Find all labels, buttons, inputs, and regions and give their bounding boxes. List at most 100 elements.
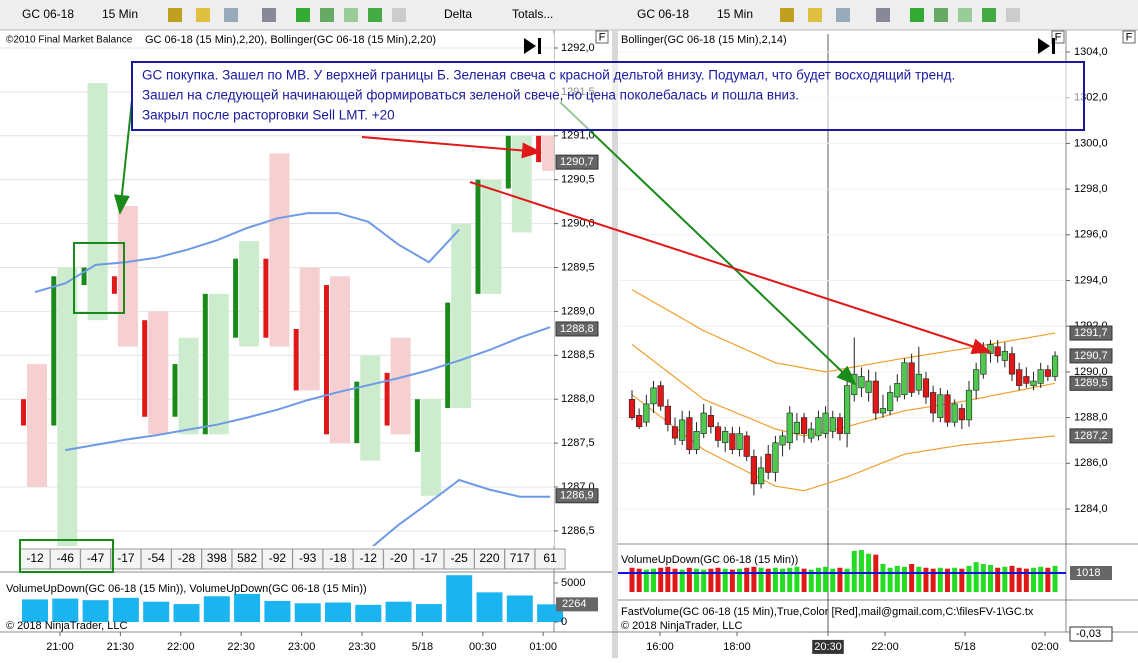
volume-bar xyxy=(758,567,764,592)
panel-flag-box[interactable] xyxy=(1122,30,1136,44)
volume-bar xyxy=(787,567,793,592)
tool-icon[interactable] xyxy=(780,8,794,22)
tool-icon[interactable] xyxy=(344,8,358,22)
delta-value: -47 xyxy=(87,551,105,565)
panel-flag-box[interactable] xyxy=(595,30,609,44)
volume-bar xyxy=(651,568,657,592)
panel-title: FastVolume(GC 06-18 (15 Min),True,Color … xyxy=(621,606,1034,618)
tool-icon[interactable] xyxy=(958,8,972,22)
footprint-cell xyxy=(299,267,320,391)
tool-icon[interactable] xyxy=(934,8,948,22)
volume-bar xyxy=(880,564,886,592)
delta-value: -20 xyxy=(390,551,408,565)
tool-icon[interactable] xyxy=(1006,8,1020,22)
panel-flag[interactable]: F xyxy=(1055,31,1062,43)
y-tick-label: 1304,0 xyxy=(1074,46,1108,58)
price-marker xyxy=(555,321,599,337)
candle-body xyxy=(51,276,57,426)
candle-body xyxy=(233,258,239,338)
footprint-cell xyxy=(511,135,532,233)
volume-bar xyxy=(629,567,635,592)
candle-body xyxy=(808,428,815,439)
x-tick-label: 21:00 xyxy=(46,641,74,653)
candle-body xyxy=(714,426,722,441)
bollinger-line xyxy=(631,289,1056,373)
candle-body xyxy=(293,328,299,391)
candle-body xyxy=(536,135,542,163)
candle-body xyxy=(650,387,657,405)
y-tick-label: 1290,0 xyxy=(1074,366,1108,378)
arrow xyxy=(469,181,992,355)
volume-bar xyxy=(506,595,533,622)
price-marker-label: 1286,9 xyxy=(560,490,594,502)
candle-body xyxy=(263,258,269,338)
tool-icon[interactable] xyxy=(196,8,210,22)
delta-value: 61 xyxy=(543,551,557,565)
candle-body xyxy=(142,320,148,417)
candle-body xyxy=(815,417,822,437)
tool-icon[interactable] xyxy=(808,8,822,22)
candle-body xyxy=(1044,369,1051,377)
interval[interactable]: 15 Min xyxy=(102,7,138,21)
splitter[interactable] xyxy=(612,30,618,658)
candle-body xyxy=(445,302,451,408)
candle-body xyxy=(21,399,26,426)
candle-body xyxy=(750,456,757,485)
volume-bar xyxy=(112,597,139,622)
price-marker-label: 1018 xyxy=(1076,567,1100,579)
candle-body xyxy=(843,385,851,434)
tool-icon[interactable] xyxy=(836,8,850,22)
tool-icon[interactable] xyxy=(982,8,996,22)
candle-body xyxy=(1030,380,1037,386)
candle-body xyxy=(894,383,901,398)
tool-icon[interactable] xyxy=(296,8,310,22)
price-marker-label: 2264 xyxy=(562,598,586,610)
volume-bar xyxy=(715,567,721,592)
y-tick-label: 1300,0 xyxy=(1074,137,1108,149)
panel-title: VolumeUpDown(GC 06-18 (15 Min)) xyxy=(621,554,798,566)
y-tick-label: 5000 xyxy=(561,577,585,589)
arrow xyxy=(559,101,857,386)
footprint-cell xyxy=(239,241,260,347)
volume-bar xyxy=(385,601,412,622)
volume-bar xyxy=(780,568,786,592)
panel-flag[interactable]: F xyxy=(1126,31,1133,43)
overlay: F F F ©2010 Final Market Balance GC 06-1… xyxy=(6,30,1136,573)
delta-value: -93 xyxy=(299,551,317,565)
tool-icon[interactable] xyxy=(224,8,238,22)
y-tick-label: 1288,5 xyxy=(561,349,595,361)
price-marker-label: 1288,8 xyxy=(560,323,594,335)
instrument[interactable]: GC 06-18 xyxy=(637,7,689,21)
instrument[interactable]: GC 06-18 xyxy=(22,7,74,21)
tool-icon[interactable] xyxy=(910,8,924,22)
tool-icon[interactable] xyxy=(168,8,182,22)
y-tick-label: 1287,5 xyxy=(561,437,595,449)
chart-title: Bollinger(GC 06-18 (15 Min),2,14) xyxy=(621,34,787,46)
annotation: GC покупка. Зашел по MB. У верхней грани… xyxy=(131,61,1085,131)
candle-body xyxy=(865,380,872,393)
delta-value: -25 xyxy=(451,551,469,565)
scroll-end-icon[interactable] xyxy=(1038,38,1055,54)
candle-body xyxy=(973,369,980,391)
tool-icon[interactable] xyxy=(876,8,890,22)
mode[interactable]: Totals... xyxy=(512,7,553,21)
candle-body xyxy=(679,419,686,441)
tool-icon[interactable] xyxy=(262,8,276,22)
scroll-end-icon[interactable] xyxy=(524,38,541,54)
bollinger-line xyxy=(631,394,1056,492)
interval[interactable]: 15 Min xyxy=(717,7,753,21)
panel-flag[interactable]: F xyxy=(599,31,606,43)
study[interactable]: Delta xyxy=(444,7,472,21)
volume-bar xyxy=(995,567,1001,592)
candle-body xyxy=(414,399,420,452)
volume-bar xyxy=(264,600,291,622)
candle-body xyxy=(1037,369,1044,384)
delta-value: -54 xyxy=(148,551,166,565)
volume-bar xyxy=(815,567,821,592)
tool-icon[interactable] xyxy=(368,8,382,22)
volume-bar xyxy=(173,604,200,622)
volume-bar xyxy=(937,567,943,592)
volume-bar xyxy=(708,568,714,592)
tool-icon[interactable] xyxy=(320,8,334,22)
tool-icon[interactable] xyxy=(392,8,406,22)
